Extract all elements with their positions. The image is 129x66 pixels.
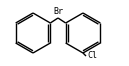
Text: Br: Br bbox=[53, 8, 63, 16]
Text: Cl: Cl bbox=[87, 51, 97, 61]
